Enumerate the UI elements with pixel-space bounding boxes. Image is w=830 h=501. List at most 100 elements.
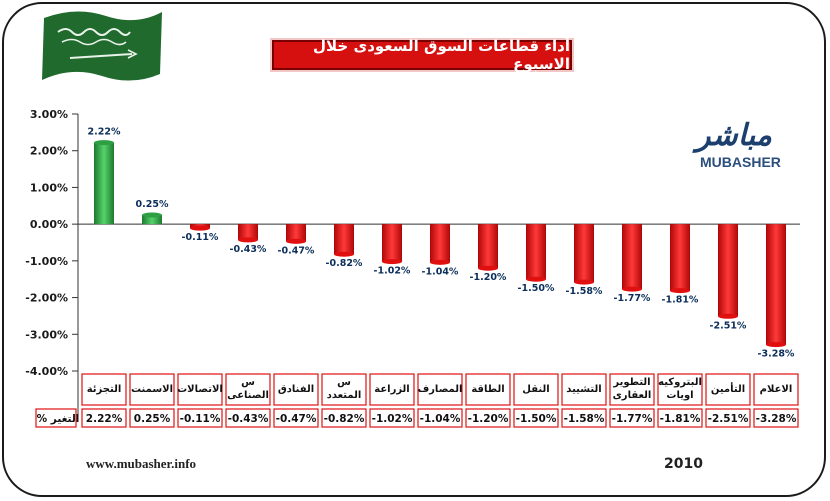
value-cell <box>321 408 367 428</box>
data-label: -0.82% <box>326 258 363 269</box>
category-label: الاسمنت <box>131 384 173 395</box>
bar-cap <box>574 279 594 285</box>
bar-cap <box>286 238 306 244</box>
table-value: -1.58% <box>564 413 605 425</box>
category-label: الطاقة <box>471 384 504 395</box>
data-label: 2.22% <box>88 127 121 138</box>
category-cell <box>369 373 415 406</box>
data-label: -0.47% <box>278 245 315 256</box>
table-value: -1.02% <box>372 413 413 425</box>
data-label: -1.50% <box>518 283 555 294</box>
value-cell <box>129 408 175 428</box>
row-label-cell <box>35 408 77 428</box>
table-value: -0.47% <box>276 413 317 425</box>
y-tick-label: -3.00% <box>25 328 68 341</box>
bar <box>286 224 306 242</box>
category-cell <box>513 373 559 406</box>
category-label: الاعلام <box>760 384 793 395</box>
bar-cap <box>718 313 738 319</box>
data-label: -1.58% <box>566 286 603 297</box>
category-label: المصارف <box>418 384 463 395</box>
category-label: التطوير <box>612 377 650 388</box>
bar <box>94 142 114 225</box>
y-tick-label: -2.00% <box>25 292 68 305</box>
bar <box>526 224 546 280</box>
category-label: التشييد <box>566 384 601 395</box>
bar-cap <box>478 265 498 271</box>
bar <box>622 224 642 290</box>
bar <box>670 224 690 291</box>
category-label: المتعدد <box>327 390 362 401</box>
category-label: س <box>337 377 351 388</box>
category-cell <box>561 373 607 406</box>
bar-cap <box>94 140 114 146</box>
bar <box>430 224 450 263</box>
value-cell <box>513 408 559 428</box>
table-value: -2.51% <box>708 413 749 425</box>
bar <box>382 224 402 262</box>
category-label: التأمين <box>711 382 745 395</box>
table-value: 2.22% <box>86 413 123 425</box>
table-value: -3.28% <box>756 413 797 425</box>
bar-cap <box>670 288 690 294</box>
y-tick-label: 1.00% <box>30 181 68 194</box>
category-label: العقارى <box>613 390 652 401</box>
y-tick-label: 0.00% <box>30 218 68 231</box>
data-label: -1.20% <box>470 272 507 283</box>
value-cell <box>561 408 607 428</box>
table-value: -1.77% <box>612 413 653 425</box>
value-cell <box>273 408 319 428</box>
logo-english-text: MUBASHER <box>700 154 781 170</box>
y-tick-label: 3.00% <box>30 108 68 121</box>
y-tick-label: 2.00% <box>30 145 68 158</box>
table-value: -0.43% <box>228 413 269 425</box>
data-label: -3.28% <box>758 349 795 360</box>
bar-cap <box>430 259 450 265</box>
data-label: 0.25% <box>136 199 169 210</box>
table-value: -1.04% <box>420 413 461 425</box>
category-label: س <box>241 377 255 388</box>
bar <box>478 224 498 269</box>
value-cell <box>705 408 751 428</box>
bar-cap <box>190 225 210 231</box>
value-cell <box>369 408 415 428</box>
category-cell <box>225 373 271 406</box>
category-cell <box>129 373 175 406</box>
bar-cap <box>526 276 546 282</box>
bar-layer: 2.22% 0.25% -0.11% -0.43% -0.47% -0.82% -1.02%… <box>88 127 795 360</box>
category-cell <box>465 373 511 406</box>
category-label: التجزئة <box>87 384 122 395</box>
bar <box>238 224 258 240</box>
category-label: اويات <box>666 390 693 401</box>
category-cell <box>609 373 655 406</box>
value-cell <box>225 408 271 428</box>
footer-year: 2010 <box>664 456 703 472</box>
y-tick-label: -4.00% <box>25 365 68 378</box>
value-cell <box>753 408 799 428</box>
bar <box>766 224 786 345</box>
category-cell <box>321 373 367 406</box>
bar-cap <box>766 342 786 348</box>
data-label: -0.11% <box>182 232 219 243</box>
value-cell <box>417 408 463 428</box>
category-cell <box>753 373 799 406</box>
table-value: 0.25% <box>134 413 171 425</box>
row-label: التغير % <box>37 413 80 425</box>
chart-title: أداء قطاعات السوق السعودى خلال الاسبوع <box>272 37 572 73</box>
bar-cap <box>142 212 162 218</box>
category-cell <box>273 373 319 406</box>
value-cell <box>657 408 703 428</box>
table-value: -0.11% <box>180 413 221 425</box>
data-label: -1.77% <box>614 293 651 304</box>
bar <box>718 224 738 317</box>
category-label: الفنادق <box>278 384 314 395</box>
footer-url[interactable]: www.mubasher.info <box>86 456 197 471</box>
value-cell <box>81 408 127 428</box>
table-value: -1.81% <box>660 413 701 425</box>
mubasher-logo: مباشر MUBASHER <box>690 118 800 174</box>
saudi-flag-logo <box>42 11 162 81</box>
bar <box>574 224 594 283</box>
table-value: -0.82% <box>324 413 365 425</box>
category-label: النقل <box>522 384 549 395</box>
